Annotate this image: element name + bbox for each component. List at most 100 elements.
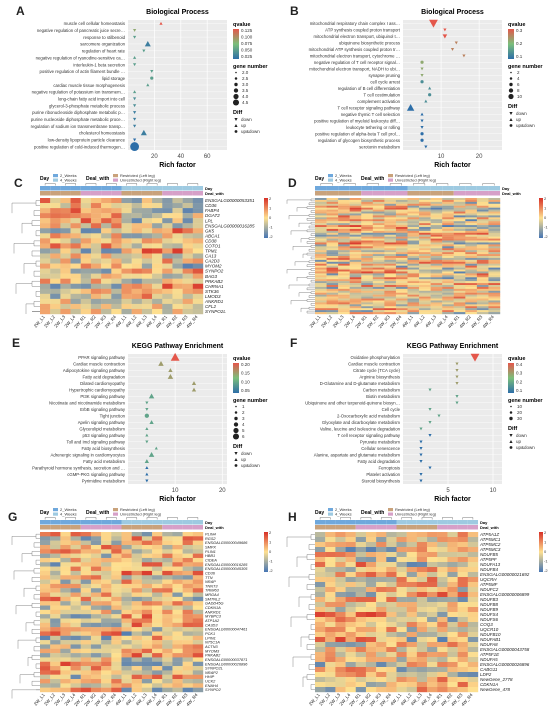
heatmap-cell	[111, 536, 122, 541]
legend-diff-symbol	[509, 434, 513, 437]
heatmap-cell	[315, 283, 327, 286]
legend-qvalue-tick: 0.025	[241, 54, 253, 59]
heatmap-cell	[419, 294, 431, 297]
row-label: ABCA1	[204, 233, 220, 238]
heatmap-cell	[325, 532, 336, 538]
heatmap-cell	[437, 642, 448, 648]
row-dendrogram	[310, 303, 315, 306]
row-dendrogram	[27, 657, 32, 667]
heatmap-cell	[384, 275, 397, 278]
term-label: Toll and Imd signaling pathway	[66, 440, 125, 445]
heatmap-cell	[121, 293, 132, 300]
heatmap-cell	[315, 542, 326, 548]
heatmap-cell	[407, 288, 420, 291]
heatmap-cell	[131, 248, 143, 254]
heatmap-cell	[488, 248, 501, 251]
heatmap-cell	[476, 306, 489, 309]
annotation-deal-cell	[376, 525, 387, 530]
heatmap-cell	[376, 637, 387, 643]
heatmap-cell	[182, 303, 194, 310]
row-dendrogram	[31, 250, 40, 257]
heatmap-cell	[192, 253, 204, 259]
heatmap-cell	[141, 683, 153, 688]
heatmap-cell	[395, 242, 408, 245]
heatmap-cell	[372, 248, 385, 251]
heatmap-cell	[465, 234, 478, 237]
annotation-deal-cell	[90, 525, 102, 530]
heatmap-cell	[131, 588, 143, 593]
heatmap-cell	[131, 243, 143, 249]
heatmap-cell	[101, 536, 112, 541]
heatmap-cell	[476, 273, 489, 276]
heatmap-cell	[121, 308, 132, 315]
heatmap-cell	[465, 285, 478, 288]
legend-gene-dot	[508, 88, 514, 93]
heatmap-cell	[315, 602, 326, 608]
heatmap-cell	[60, 583, 71, 589]
heatmap-cell	[349, 234, 362, 237]
heatmap-cell	[407, 250, 420, 253]
heatmap-cell	[372, 201, 385, 204]
heatmap-cell	[131, 536, 143, 541]
heatmap-cell	[407, 227, 420, 230]
plot-background	[403, 354, 502, 484]
heatmap-cell	[192, 258, 204, 264]
column-dendrogram	[381, 517, 392, 520]
heatmap-cell	[152, 670, 163, 675]
term-label: long-chain fatty acid import into cell	[58, 96, 125, 101]
heatmap-cell	[361, 308, 374, 311]
annotation-day-cell	[395, 186, 408, 191]
heatmap-cell	[90, 253, 102, 259]
heatmap-cell	[355, 542, 367, 548]
heatmap-cell	[90, 631, 102, 636]
heatmap-cell	[50, 627, 61, 632]
heatmap-cell	[121, 278, 132, 284]
heatmap-cell	[488, 281, 501, 284]
heatmap-cell	[345, 547, 356, 553]
row-label: UQCRH	[480, 577, 497, 582]
heatmap-cell	[121, 298, 132, 305]
heatmap-cell	[442, 215, 454, 218]
heatmap-cell	[476, 207, 489, 210]
heatmap-cell	[326, 198, 339, 201]
row-label: COQ3	[480, 622, 493, 627]
heatmap-cell	[395, 288, 408, 291]
heatmap-cell	[182, 592, 194, 598]
heatmap-cell	[457, 612, 469, 618]
heatmap-cell	[345, 592, 356, 598]
heatmap-cell	[50, 540, 61, 546]
heatmap-cell	[395, 211, 408, 214]
row-dendrogram	[294, 261, 309, 266]
legend-qvalue-tick: 0.3	[516, 371, 523, 376]
heatmap-cell	[427, 552, 438, 558]
heatmap-cell	[453, 292, 466, 295]
color-scale-tick: 1	[269, 540, 272, 545]
heatmap-cell	[349, 302, 362, 305]
heatmap-cell	[345, 572, 356, 578]
legend-diff-title: Diff	[508, 426, 517, 432]
annotation-deal-cell	[419, 191, 431, 196]
heatmap-cell	[111, 583, 122, 589]
heatmap-cell	[406, 602, 418, 608]
heatmap-cell	[384, 259, 397, 262]
heatmap-cell	[192, 640, 204, 645]
heatmap-cell	[365, 632, 377, 638]
color-scale-tick: 0	[269, 215, 272, 220]
heatmap-cell	[430, 198, 443, 201]
heatmap-cell	[457, 672, 469, 678]
legend-gene-dot	[233, 88, 239, 93]
heatmap-cell	[182, 213, 194, 219]
heatmap-cell	[192, 601, 204, 606]
heatmap-cell	[60, 683, 71, 688]
heatmap-cell	[442, 277, 454, 280]
column-dendrogram	[126, 517, 137, 520]
data-point	[191, 387, 197, 392]
annotation-deal-cell	[453, 191, 466, 196]
legend-gene-tick: 4.5	[242, 100, 249, 105]
heatmap-cell	[430, 285, 443, 288]
heatmap-cell	[338, 271, 350, 274]
color-scale-bar	[264, 532, 268, 572]
heatmap-cell	[465, 294, 478, 297]
heatmap-cell	[80, 566, 92, 572]
heatmap-cell	[60, 263, 71, 269]
